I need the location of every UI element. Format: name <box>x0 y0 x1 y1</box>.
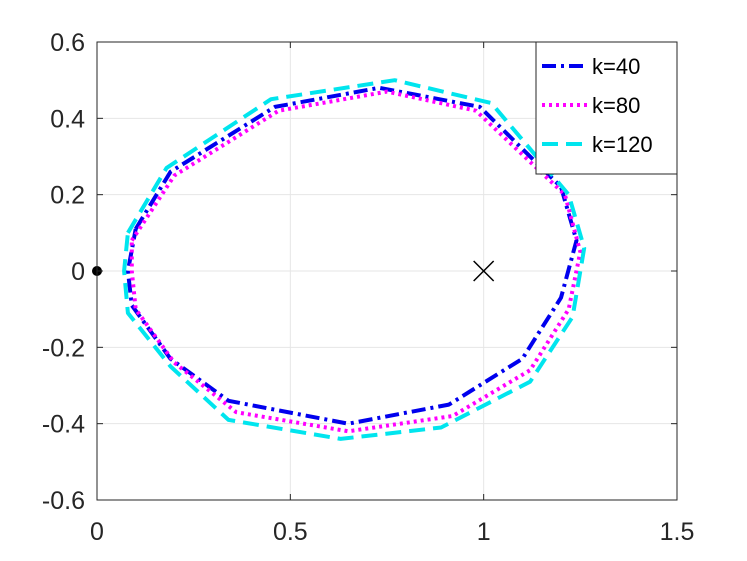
legend-label-1: k=40 <box>592 54 640 79</box>
x-tick-label: 1.5 <box>660 518 695 546</box>
axis-ticks: 0 0.5 1 1.5 -0.6 -0.4 -0.2 0 0.2 0.4 0.6 <box>42 29 694 546</box>
y-tick-label: 0.4 <box>50 105 85 133</box>
cross-marker <box>473 260 495 282</box>
plot-lines <box>122 78 587 441</box>
legend-label-3: k=120 <box>592 132 653 157</box>
series-line-2 <box>129 89 583 434</box>
legend-box <box>535 41 678 175</box>
y-tick-label: 0 <box>71 258 85 286</box>
y-tick-label: -0.2 <box>42 334 85 362</box>
y-tick-label: -0.6 <box>42 487 85 515</box>
x-tick-label: 0.5 <box>273 518 308 546</box>
y-tick-label: -0.4 <box>42 411 85 439</box>
y-tick-label: 0.2 <box>50 182 85 210</box>
series-line-1 <box>125 85 579 426</box>
legend-label-2: k=80 <box>592 93 640 118</box>
series-line-3 <box>122 78 587 441</box>
x-tick-label: 0 <box>90 518 104 546</box>
legend: k=40 k=80 k=120 <box>535 41 678 175</box>
x-tick-label: 1 <box>477 518 491 546</box>
y-tick-label: 0.6 <box>50 29 85 57</box>
